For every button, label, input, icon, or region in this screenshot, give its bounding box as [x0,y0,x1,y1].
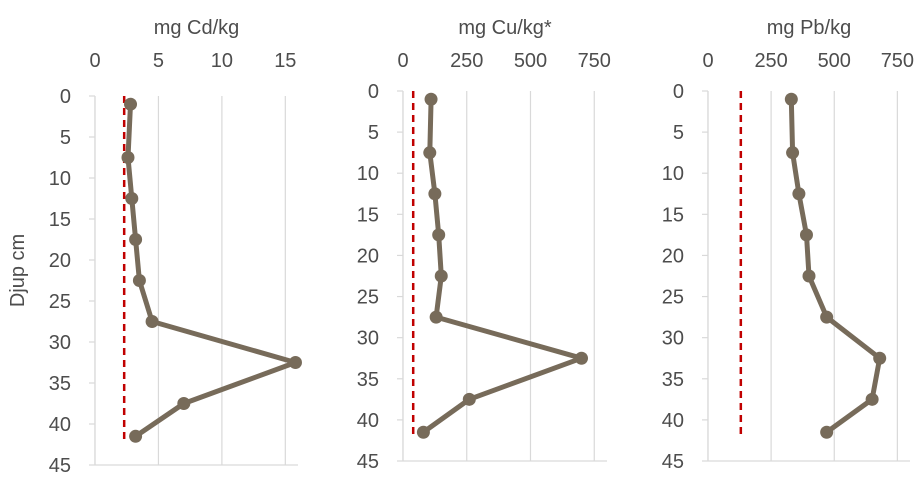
y-tick-label: 10 [49,168,71,190]
y-tick-label: 15 [49,209,71,231]
x-tick-label: 750 [578,50,611,72]
data-point-4 [132,274,146,287]
y-tick-label: 30 [49,332,71,354]
data-point-7 [462,392,476,406]
data-point-0 [124,97,138,111]
y-tick-label: 10 [662,163,684,185]
data-point-8 [820,425,834,439]
x-tick-label: 5 [153,50,164,72]
series-line-0 [125,101,298,439]
y-tick-label: 35 [357,369,379,391]
data-point-3 [799,228,813,242]
data-point-2 [428,187,442,201]
y-tick-label: 45 [49,455,71,477]
data-point-7 [177,397,191,410]
data-point-4 [802,269,816,283]
x-axis-title: mg Pb/kg [767,17,851,39]
x-tick-label: 250 [450,50,483,72]
y-tick-label: 30 [357,328,379,350]
x-tick-label: 15 [274,50,296,72]
y-tick-label: 45 [357,451,379,473]
y-tick-label: 0 [368,81,379,103]
y-tick-label: 5 [673,122,684,144]
y-tick-label: 0 [60,86,71,108]
data-point-3 [432,228,446,242]
x-tick-label: 0 [702,50,713,72]
y-tick-label: 20 [49,250,71,272]
series-line-0 [420,96,584,435]
data-point-6 [575,351,588,365]
x-axis-title: mg Cu/kg* [458,17,552,39]
data-point-5 [145,315,159,328]
x-tick-label: 0 [397,50,408,72]
y-tick-label: 0 [673,81,684,103]
y-tick-label: 40 [49,414,71,436]
x-tick-label: 500 [818,50,851,72]
data-point-8 [416,425,430,439]
data-point-4 [434,269,448,283]
y-tick-label: 35 [49,373,71,395]
data-point-1 [121,151,135,164]
y-tick-label: 30 [662,328,684,350]
y-tick-label: 25 [49,291,71,313]
y-tick-label: 20 [662,245,684,267]
data-point-3 [129,233,143,246]
x-tick-label: 0 [89,50,100,72]
series-line-0 [788,96,883,435]
y-tick-label: 20 [357,245,379,267]
y-tick-label: 40 [357,410,379,432]
y-tick-label: 10 [357,163,379,185]
x-tick-label: 250 [754,50,787,72]
y-tick-label: 15 [662,204,684,226]
y-tick-label: 35 [662,369,684,391]
data-point-6 [288,356,302,369]
y-tick-label: 5 [368,122,379,144]
x-tick-label: 10 [211,50,233,72]
data-point-0 [784,92,798,106]
data-point-5 [429,310,443,324]
data-point-7 [865,392,879,406]
x-tick-label: 750 [881,50,914,72]
y-tick-label: 40 [662,410,684,432]
y-axis-title: Djup cm [7,234,29,307]
data-point-6 [873,351,887,365]
data-point-2 [125,192,139,205]
data-point-5 [820,310,834,324]
data-point-1 [423,146,437,160]
y-tick-label: 45 [662,451,684,473]
y-tick-label: 25 [357,287,379,309]
y-tick-label: 15 [357,204,379,226]
data-point-1 [786,146,800,160]
x-axis-title: mg Cd/kg [154,17,240,39]
y-tick-label: 25 [662,287,684,309]
data-point-8 [129,429,143,443]
x-tick-label: 500 [514,50,547,72]
y-tick-label: 5 [60,127,71,149]
data-point-0 [424,92,438,106]
data-point-2 [792,187,806,201]
